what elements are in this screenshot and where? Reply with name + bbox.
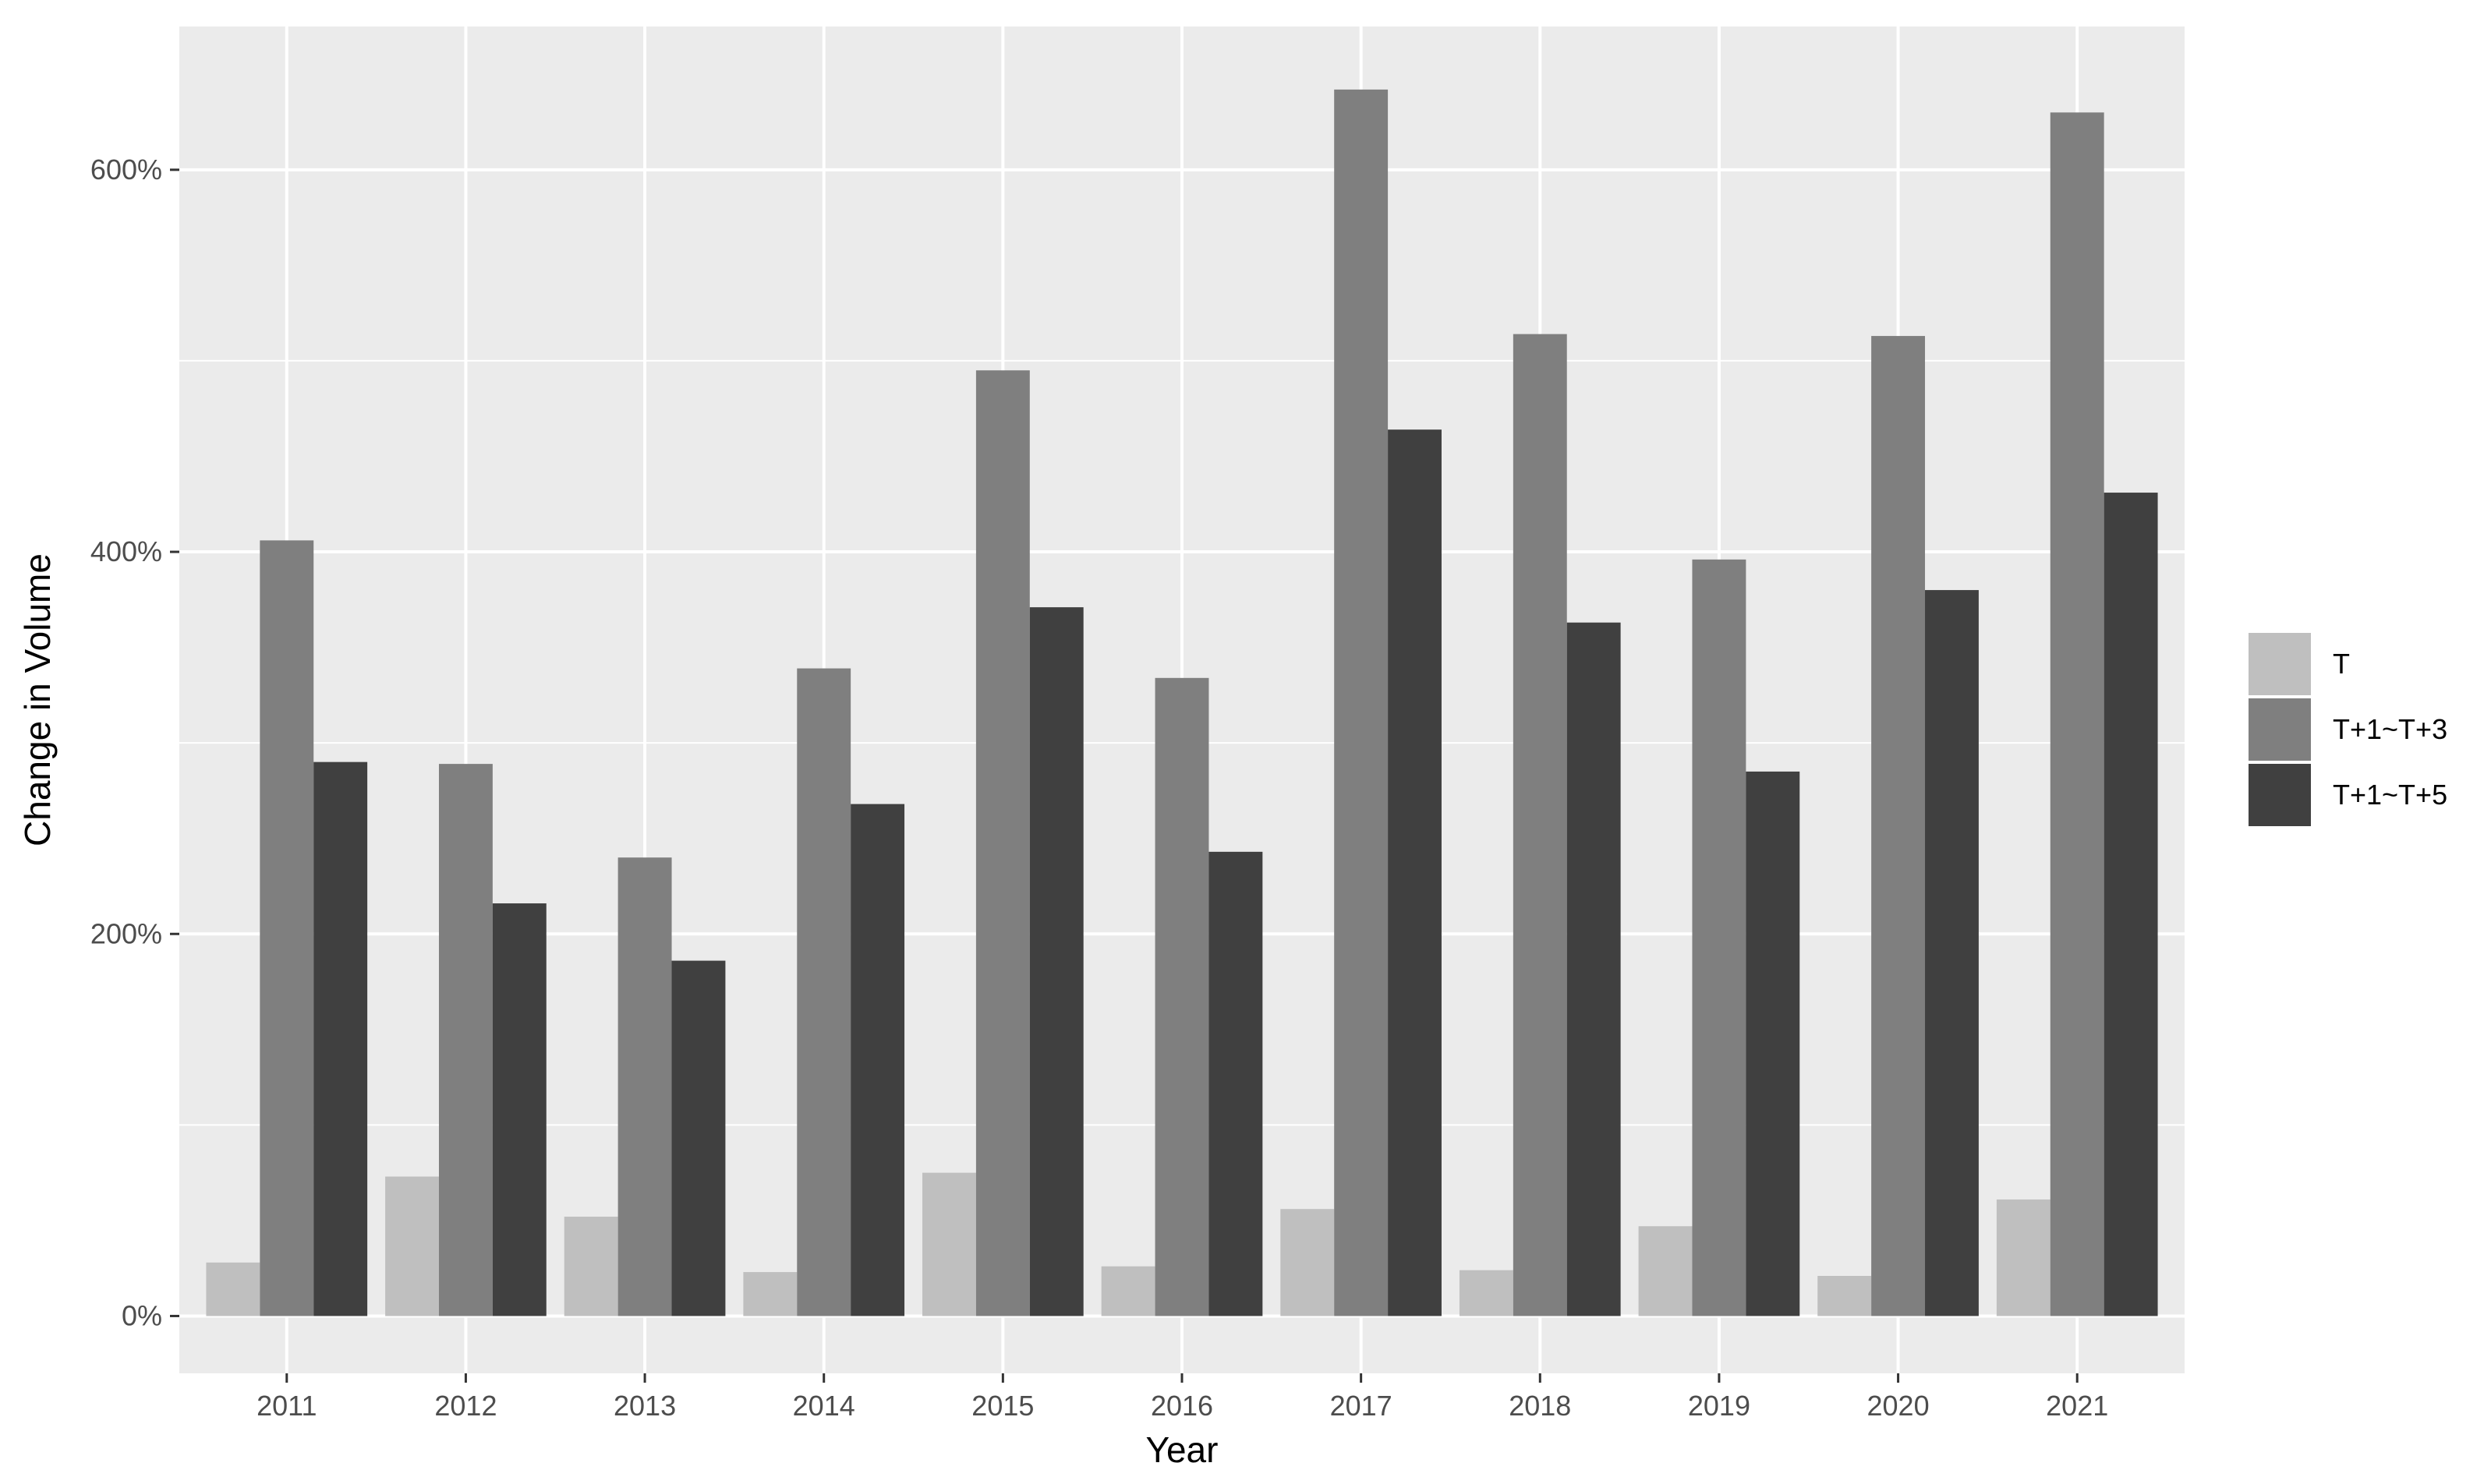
bar-2018-0 [1459, 1270, 1513, 1316]
bar-2011-2 [313, 761, 368, 1316]
x-tick-label: 2020 [1867, 1390, 1930, 1422]
bar-2011-0 [206, 1262, 260, 1316]
bar-2012-2 [492, 903, 547, 1316]
bar-2016-2 [1208, 851, 1263, 1316]
bar-2021-1 [2050, 112, 2104, 1316]
x-tick-label: 2012 [434, 1390, 497, 1422]
y-axis-title: Change in Volume [17, 553, 58, 846]
bar-2021-0 [1996, 1199, 2050, 1316]
bar-2013-0 [564, 1217, 618, 1316]
legend-label: T [2333, 648, 2350, 680]
bar-2020-0 [1817, 1275, 1872, 1316]
legend-key [2249, 698, 2311, 761]
bars [206, 89, 2158, 1316]
bar-2013-2 [671, 960, 726, 1316]
bar-2020-2 [1925, 590, 1979, 1316]
bar-2012-0 [385, 1176, 439, 1316]
bar-2015-0 [922, 1172, 976, 1316]
bar-2017-1 [1334, 89, 1389, 1316]
legend-key [2249, 633, 2311, 695]
x-tick-label: 2016 [1151, 1390, 1213, 1422]
bar-2014-1 [797, 668, 851, 1316]
bar-2021-2 [2104, 493, 2158, 1316]
x-tick-label: 2011 [257, 1390, 317, 1422]
bar-2018-2 [1566, 622, 1621, 1316]
bar-2011-1 [260, 540, 314, 1316]
x-tick-label: 2019 [1688, 1390, 1750, 1422]
y-tick-label: 0% [122, 1299, 162, 1331]
x-tick-label: 2017 [1330, 1390, 1392, 1422]
bar-2013-1 [617, 857, 672, 1316]
x-tick-label: 2014 [793, 1390, 855, 1422]
y-tick-label: 200% [90, 917, 162, 949]
bar-2012-1 [438, 764, 493, 1316]
bar-2016-1 [1155, 677, 1209, 1316]
x-tick-label: 2013 [614, 1390, 676, 1422]
x-axis-title: Year [1146, 1429, 1219, 1470]
y-axis: 0% 200% 400% 600% [90, 154, 179, 1331]
bar-2015-1 [975, 370, 1030, 1316]
x-tick-label: 2018 [1509, 1390, 1571, 1422]
x-axis: 2011 2012 2013 2014 2015 2016 2017 2018 2019 2020… [257, 1373, 2108, 1422]
legend-label: T+1~T+5 [2333, 779, 2447, 811]
bar-2019-2 [1746, 771, 1800, 1316]
bar-2014-2 [851, 804, 905, 1316]
legend: T T+1~T+3 T+1~T+5 [2249, 633, 2447, 826]
x-tick-label: 2021 [2046, 1390, 2108, 1422]
bar-2017-2 [1388, 429, 1442, 1316]
bar-2015-2 [1029, 607, 1084, 1316]
bar-2020-1 [1871, 336, 1926, 1316]
bar-2018-1 [1513, 334, 1567, 1316]
y-tick-label: 400% [90, 535, 162, 567]
bar-2019-1 [1692, 559, 1746, 1316]
y-tick-label: 600% [90, 154, 162, 186]
x-tick-label: 2015 [971, 1390, 1034, 1422]
bar-2014-0 [743, 1272, 798, 1316]
legend-label: T+1~T+3 [2333, 713, 2447, 745]
legend-key [2249, 764, 2311, 826]
bar-2019-0 [1638, 1226, 1693, 1316]
bar-2016-0 [1101, 1266, 1155, 1316]
bar-2017-0 [1280, 1209, 1335, 1316]
